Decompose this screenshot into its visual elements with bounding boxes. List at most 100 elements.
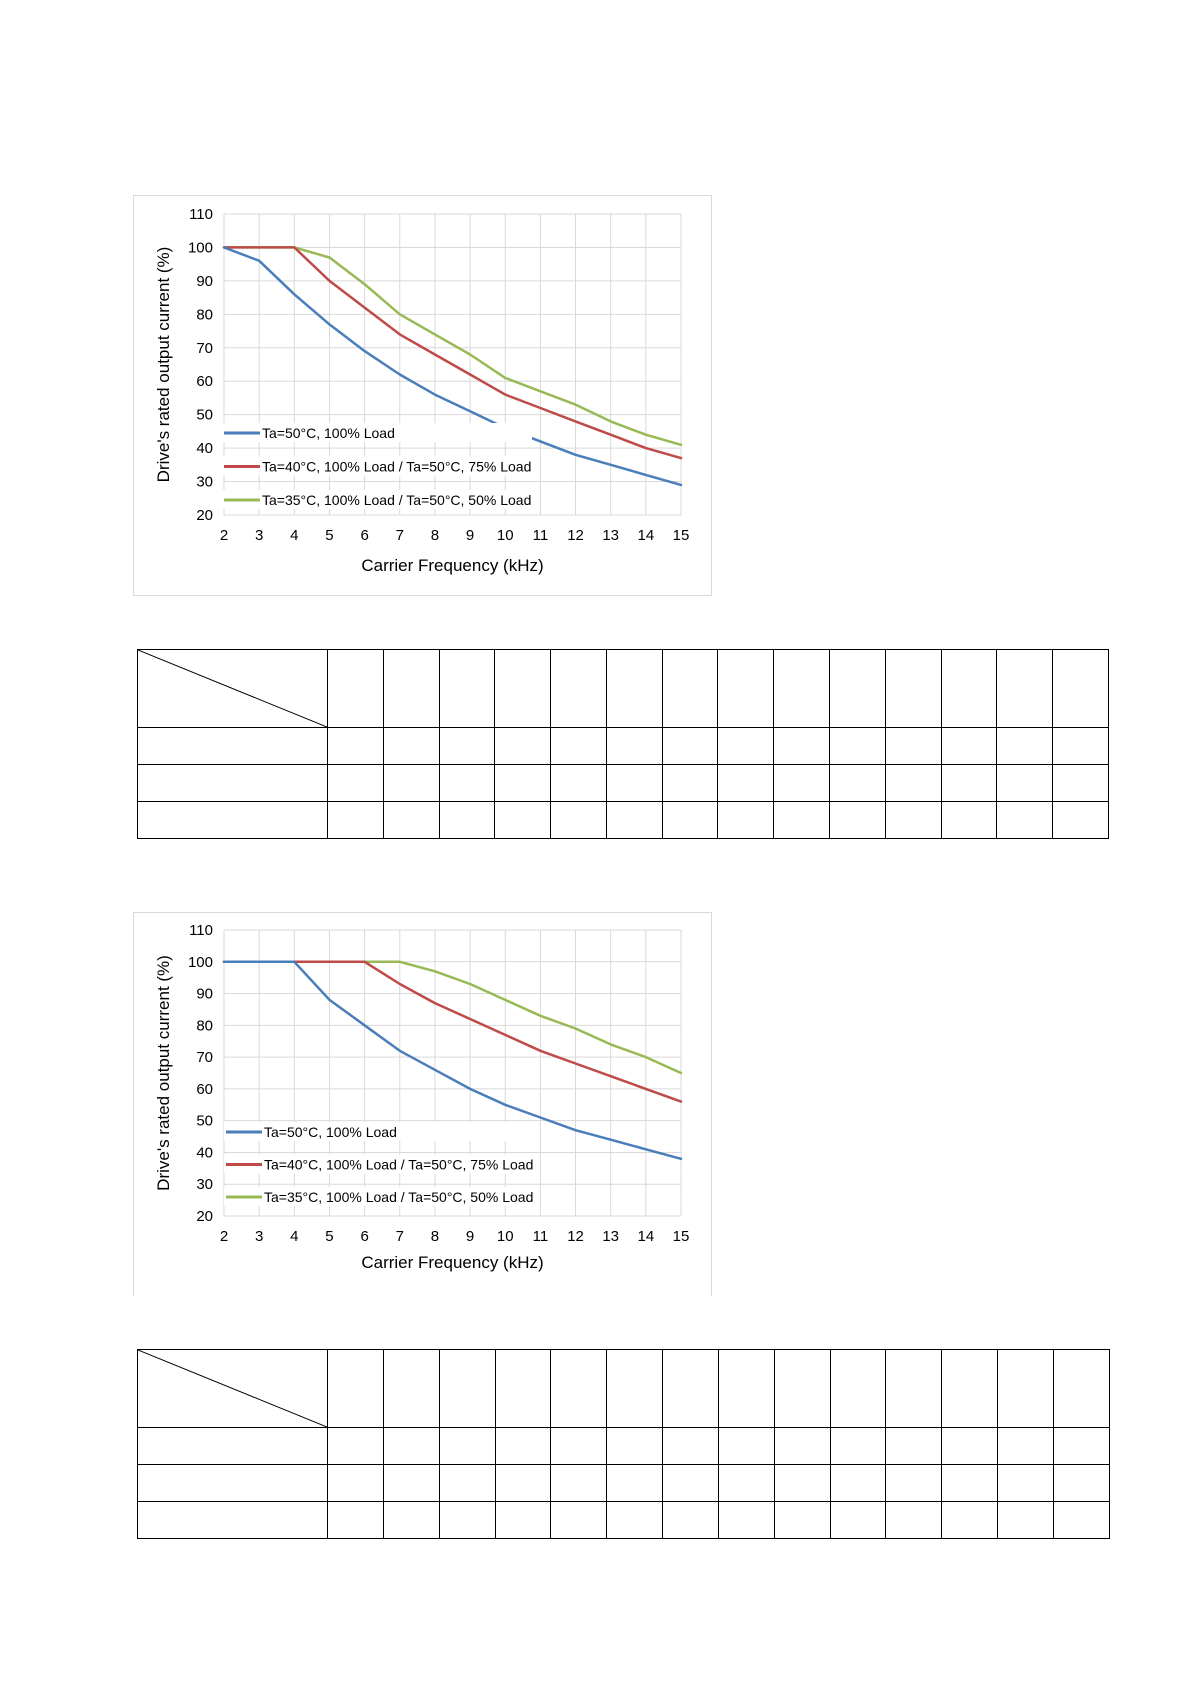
chart-1-y-axis-title: Drive's rated output current (%) <box>154 247 173 483</box>
table-cell <box>996 727 1054 765</box>
derating-chart-1-plot: 20 30 40 50 60 70 80 90 100 110 2 3 4 5 6 7 8 9 10 11 12 13 14… <box>154 206 689 575</box>
table-cell <box>438 1501 496 1539</box>
table-cell <box>550 727 607 765</box>
table-cell <box>662 1427 719 1465</box>
table-cell <box>717 727 775 765</box>
table-cell <box>382 801 440 839</box>
table-cell <box>661 727 719 765</box>
row-header-cell <box>137 764 328 802</box>
table-cell <box>996 649 1054 728</box>
chart-2-legend-label-2: Ta=40°C, 100% Load / Ta=50°C, 75% Load <box>264 1157 533 1173</box>
row-header-cell <box>137 1427 328 1465</box>
chart-1-series-line-1 <box>222 246 683 487</box>
table-cell <box>327 1349 384 1428</box>
table-cell <box>829 764 886 802</box>
table-cell <box>550 1427 608 1465</box>
chart-2-ytick-label: 30 <box>196 1176 213 1193</box>
table-cell <box>717 801 775 839</box>
table-cell <box>829 801 886 839</box>
chart-1-legend-bg-2 <box>222 456 532 476</box>
table-cell <box>829 1464 887 1502</box>
table-cell <box>438 1349 496 1428</box>
table-cell <box>885 1427 943 1465</box>
table-cell <box>605 649 663 728</box>
table-cell <box>382 1349 440 1428</box>
table-cell <box>550 764 607 802</box>
table-1-diagonal-corner-cell <box>137 649 328 728</box>
table-cell <box>884 764 942 802</box>
chart-2-x-axis-title: Carrier Frequency (kHz) <box>361 1253 543 1272</box>
chart-2-series-line-3 <box>222 960 683 1075</box>
chart-2-xtick-label: 7 <box>396 1228 404 1245</box>
table-cell <box>438 1427 496 1465</box>
chart-1-ytick-label: 50 <box>196 407 213 424</box>
chart-1-legend-label-3: Ta=35°C, 100% Load / Ta=50°C, 50% Load <box>262 492 531 508</box>
table-cell <box>829 727 886 765</box>
chart-1-ytick-label: 20 <box>196 507 213 524</box>
table-row <box>137 1427 1111 1465</box>
chart-2-ytick-label: 90 <box>196 986 213 1003</box>
table-cell <box>662 1349 719 1428</box>
table-cell <box>773 1501 831 1539</box>
table-cell <box>884 649 942 728</box>
chart-1-xtick-label: 6 <box>360 527 368 544</box>
table-cell <box>773 1349 831 1428</box>
table-cell <box>494 1501 552 1539</box>
table-cell <box>327 764 384 802</box>
table-cell <box>773 764 831 802</box>
table-cell <box>494 764 552 802</box>
chart-1-ytick-label: 30 <box>196 474 213 491</box>
table-cell <box>382 1464 440 1502</box>
chart-1-legend-label-2: Ta=40°C, 100% Load / Ta=50°C, 75% Load <box>262 459 531 475</box>
chart-1-legend-label-1: Ta=50°C, 100% Load <box>262 425 395 441</box>
table-cell <box>327 801 384 839</box>
table-cell <box>717 1349 775 1428</box>
table-cell <box>661 801 719 839</box>
table-cell <box>1052 1349 1111 1428</box>
table-cell <box>829 1501 887 1539</box>
table-row <box>137 727 1109 765</box>
table-cell <box>940 801 998 839</box>
table-cell <box>382 727 440 765</box>
table-cell <box>494 649 552 728</box>
table-cell <box>773 801 831 839</box>
table-cell <box>438 1464 496 1502</box>
chart-1-ytick-label: 80 <box>196 306 213 323</box>
table-cell <box>1052 1427 1111 1465</box>
chart-2-xtick-label: 9 <box>466 1228 474 1245</box>
table-cell <box>382 764 440 802</box>
chart-2-legend-bg-2 <box>224 1154 534 1174</box>
table-cell <box>717 649 775 728</box>
row-header-cell <box>137 1501 328 1539</box>
table-cell <box>997 1349 1054 1428</box>
diagonal-line <box>138 650 327 727</box>
table-cell <box>327 727 384 765</box>
table-cell <box>996 801 1054 839</box>
table-cell <box>662 1464 719 1502</box>
table-cell <box>829 1349 887 1428</box>
chart-2-ytick-label: 20 <box>196 1208 213 1225</box>
chart-2-xtick-label: 2 <box>220 1228 228 1245</box>
table-cell <box>550 801 607 839</box>
chart-1-xtick-label: 2 <box>220 527 228 544</box>
chart-2-ytick-label: 80 <box>196 1017 213 1034</box>
table-cell <box>885 1349 943 1428</box>
table-cell <box>717 764 775 802</box>
chart-1-xtick-label: 5 <box>325 527 333 544</box>
chart-1-legend-bg-3 <box>222 490 532 509</box>
table-cell <box>605 764 663 802</box>
table-cell <box>327 649 384 728</box>
table-cell <box>1052 1464 1111 1502</box>
table-cell <box>1052 801 1109 839</box>
row-header-cell <box>137 727 328 765</box>
table-cell <box>941 1427 999 1465</box>
table-cell <box>662 1501 719 1539</box>
derating-chart-1: 20 30 40 50 60 70 80 90 100 110 2 3 4 5 6 7 8 9 10 11 12 13 14… <box>133 195 712 596</box>
chart-2-xtick-label: 12 <box>567 1228 584 1245</box>
chart-1-xtick-label: 12 <box>567 527 584 544</box>
chart-1-xtick-label: 8 <box>431 527 439 544</box>
table-cell <box>940 727 998 765</box>
chart-2-legend-bg-1 <box>224 1122 534 1141</box>
table-cell <box>997 1464 1054 1502</box>
table-cell <box>550 1501 608 1539</box>
